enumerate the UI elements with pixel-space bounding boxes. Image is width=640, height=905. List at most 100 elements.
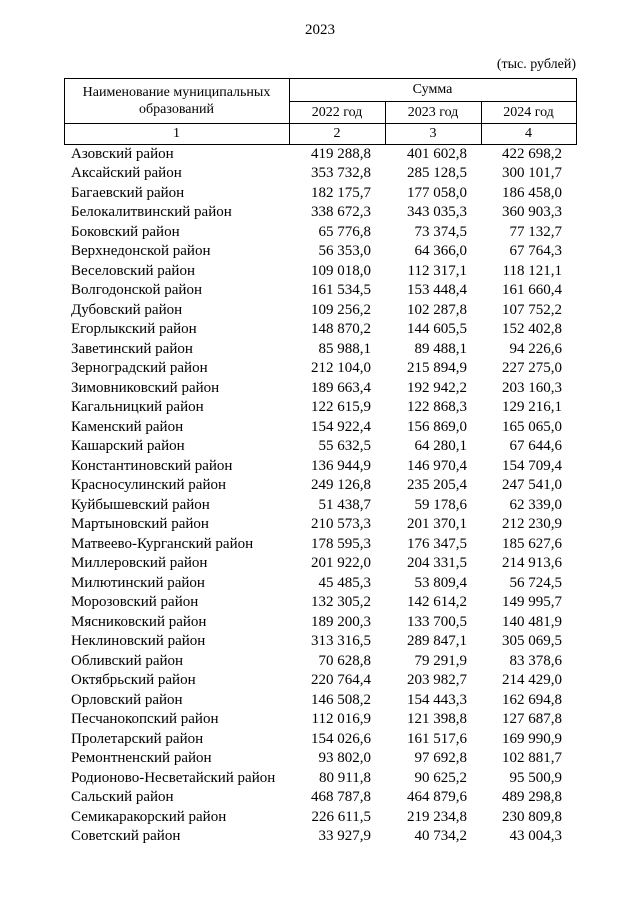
value-2024-cell: 154 709,4 [502, 457, 562, 474]
table-row: Азовский район 419 288,8 401 602,8 422 698,… [64, 144, 576, 164]
value-2024-cell: 214 429,0 [502, 672, 562, 688]
district-name-cell: Волгодонской район [71, 282, 202, 298]
district-name-cell: Аксайский район [71, 165, 182, 181]
table-row: Песчанокопский район 112 016,9 121 398,8 12… [64, 710, 576, 730]
table-row: Волгодонской район 161 534,5 153 448,4 161 … [64, 281, 576, 301]
table-row: Егорлыкский район 148 870,2 144 605,5 152 4… [64, 320, 576, 340]
value-2024-cell: 94 226,6 [509, 340, 563, 357]
district-name-cell: Веселовский район [71, 262, 195, 279]
district-name-cell: Азовский район [71, 145, 174, 162]
district-name-cell: Кашарский район [71, 438, 185, 454]
table-body: Азовский район 419 288,8 401 602,8 422 698,… [64, 144, 576, 847]
table-header: Наименование муниципальных образований С… [63, 78, 577, 145]
table-row: Аксайский район 353 732,8 285 128,5 300 101… [64, 164, 576, 184]
value-2022-cell: 33 927,9 [318, 828, 372, 844]
table-row: Матвеево-Курганский район 178 595,3 176 34… [64, 535, 576, 555]
value-2023-cell: 401 602,8 [407, 145, 467, 162]
district-name-cell: Красносулинский район [71, 477, 227, 493]
value-2024-cell: 162 694,8 [502, 691, 562, 708]
column-index-cell: 2 [288, 123, 386, 145]
district-name-cell: Матвеево-Курганский район [71, 535, 254, 552]
value-2024-cell: 56 724,5 [509, 574, 563, 591]
value-2024-cell: 230 809,8 [502, 808, 562, 825]
value-2022-cell: 210 573,3 [311, 516, 371, 532]
value-2024-cell: 62 339,0 [509, 496, 563, 513]
value-2024-cell: 77 132,7 [509, 223, 563, 240]
value-2023-cell: 203 982,7 [407, 672, 467, 688]
district-name-cell: Ремонтненский район [71, 750, 212, 766]
table-row: Орловский район 146 508,2 154 443,3 162 694… [64, 691, 576, 711]
district-name-cell: Родионово-Несветайский район [71, 769, 276, 786]
value-2024-cell: 165 065,0 [502, 418, 562, 435]
value-2024-cell: 129 216,1 [502, 399, 562, 415]
district-name-cell: Кагальницкий район [71, 399, 204, 415]
value-2022-cell: 338 672,3 [311, 204, 371, 220]
table-row: Дубовский район 109 256,2 102 287,8 107 752… [64, 301, 576, 321]
value-2022-cell: 112 016,9 [311, 711, 371, 727]
district-name-cell: Сальский район [71, 789, 174, 805]
column-header-year-2024: 2024 год [480, 100, 577, 124]
table-row: Семикаракорский район 226 611,5 219 234,8 2… [64, 808, 576, 828]
value-2023-cell: 121 398,8 [407, 711, 467, 727]
value-2022-cell: 189 200,3 [311, 613, 371, 630]
value-2023-cell: 53 809,4 [414, 574, 468, 591]
value-2024-cell: 127 687,8 [502, 711, 562, 727]
value-2024-cell: 95 500,9 [509, 769, 563, 786]
district-name-cell: Пролетарский район [71, 730, 204, 747]
value-2022-cell: 51 438,7 [318, 496, 372, 513]
value-2024-cell: 102 881,7 [502, 750, 562, 766]
value-2023-cell: 285 128,5 [407, 165, 467, 181]
table-row: Морозовский район 132 305,2 142 614,2 149 9… [64, 593, 576, 613]
value-2023-cell: 59 178,6 [414, 496, 468, 513]
table-row: Мясниковский район 189 200,3 133 700,5 140 … [64, 613, 576, 633]
column-header-sum: Сумма [288, 78, 577, 102]
value-2023-cell: 153 448,4 [407, 282, 467, 298]
table-row: Веселовский район 109 018,0 112 317,1 118 1… [64, 262, 576, 282]
value-2024-cell: 186 458,0 [502, 184, 562, 201]
value-2024-cell: 227 275,0 [502, 360, 562, 376]
value-2022-cell: 353 732,8 [311, 165, 371, 181]
value-2022-cell: 178 595,3 [311, 535, 371, 552]
table-row: Неклиновский район 313 316,5 289 847,1 305 … [64, 632, 576, 652]
table-row: Боковский район 65 776,8 73 374,5 77 132,7 [64, 223, 576, 243]
value-2024-cell: 247 541,0 [502, 477, 562, 493]
table-row: Белокалитвинский район 338 672,3 343 035,3… [64, 203, 576, 223]
value-2023-cell: 142 614,2 [407, 594, 467, 610]
value-2023-cell: 40 734,2 [414, 828, 468, 844]
value-2024-cell: 214 913,6 [502, 555, 562, 571]
value-2024-cell: 305 069,5 [502, 633, 562, 649]
district-name-cell: Песчанокопский район [71, 711, 219, 727]
district-name-cell: Неклиновский район [71, 633, 206, 649]
value-2023-cell: 102 287,8 [407, 301, 467, 318]
value-2024-cell: 300 101,7 [502, 165, 562, 181]
table-row: Каменский район 154 922,4 156 869,0 165 065… [64, 418, 576, 438]
value-2022-cell: 419 288,8 [311, 145, 371, 162]
district-name-cell: Белокалитвинский район [71, 204, 232, 220]
value-2024-cell: 203 160,3 [502, 379, 562, 396]
value-2022-cell: 122 615,9 [311, 399, 371, 415]
district-name-cell: Зерноградский район [71, 360, 208, 376]
data-table: Наименование муниципальных образований С… [63, 78, 577, 847]
value-2022-cell: 132 305,2 [311, 594, 371, 610]
value-2024-cell: 212 230,9 [502, 516, 562, 532]
value-2022-cell: 189 663,4 [311, 379, 371, 396]
value-2022-cell: 220 764,4 [311, 672, 371, 688]
value-2023-cell: 204 331,5 [407, 555, 467, 571]
value-2023-cell: 79 291,9 [414, 652, 468, 669]
column-index-cell: 4 [480, 123, 577, 145]
year-header-row: 2022 год 2023 год 2024 год [64, 100, 577, 124]
table-row: Сальский район 468 787,8 464 879,6 489 298,… [64, 788, 576, 808]
value-2024-cell: 83 378,6 [509, 652, 563, 669]
value-2022-cell: 313 316,5 [311, 633, 371, 649]
district-name-cell: Верхнедонской район [71, 243, 211, 259]
table-row: Багаевский район 182 175,7 177 058,0 186 45… [64, 184, 576, 204]
value-2023-cell: 90 625,2 [414, 769, 468, 786]
district-name-cell: Советский район [71, 828, 181, 844]
value-2022-cell: 93 802,0 [318, 750, 372, 766]
value-2023-cell: 156 869,0 [407, 418, 467, 435]
value-2023-cell: 215 894,9 [407, 360, 467, 376]
district-name-cell: Морозовский район [71, 594, 199, 610]
district-name-cell: Заветинский район [71, 340, 193, 357]
value-2023-cell: 133 700,5 [407, 613, 467, 630]
table-row: Зимовниковский район 189 663,4 192 942,2 20… [64, 379, 576, 399]
